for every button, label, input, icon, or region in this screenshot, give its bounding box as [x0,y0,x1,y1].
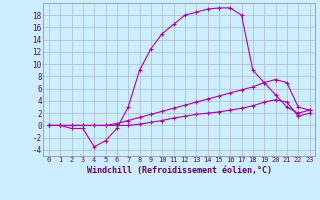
X-axis label: Windchill (Refroidissement éolien,°C): Windchill (Refroidissement éolien,°C) [87,166,272,175]
